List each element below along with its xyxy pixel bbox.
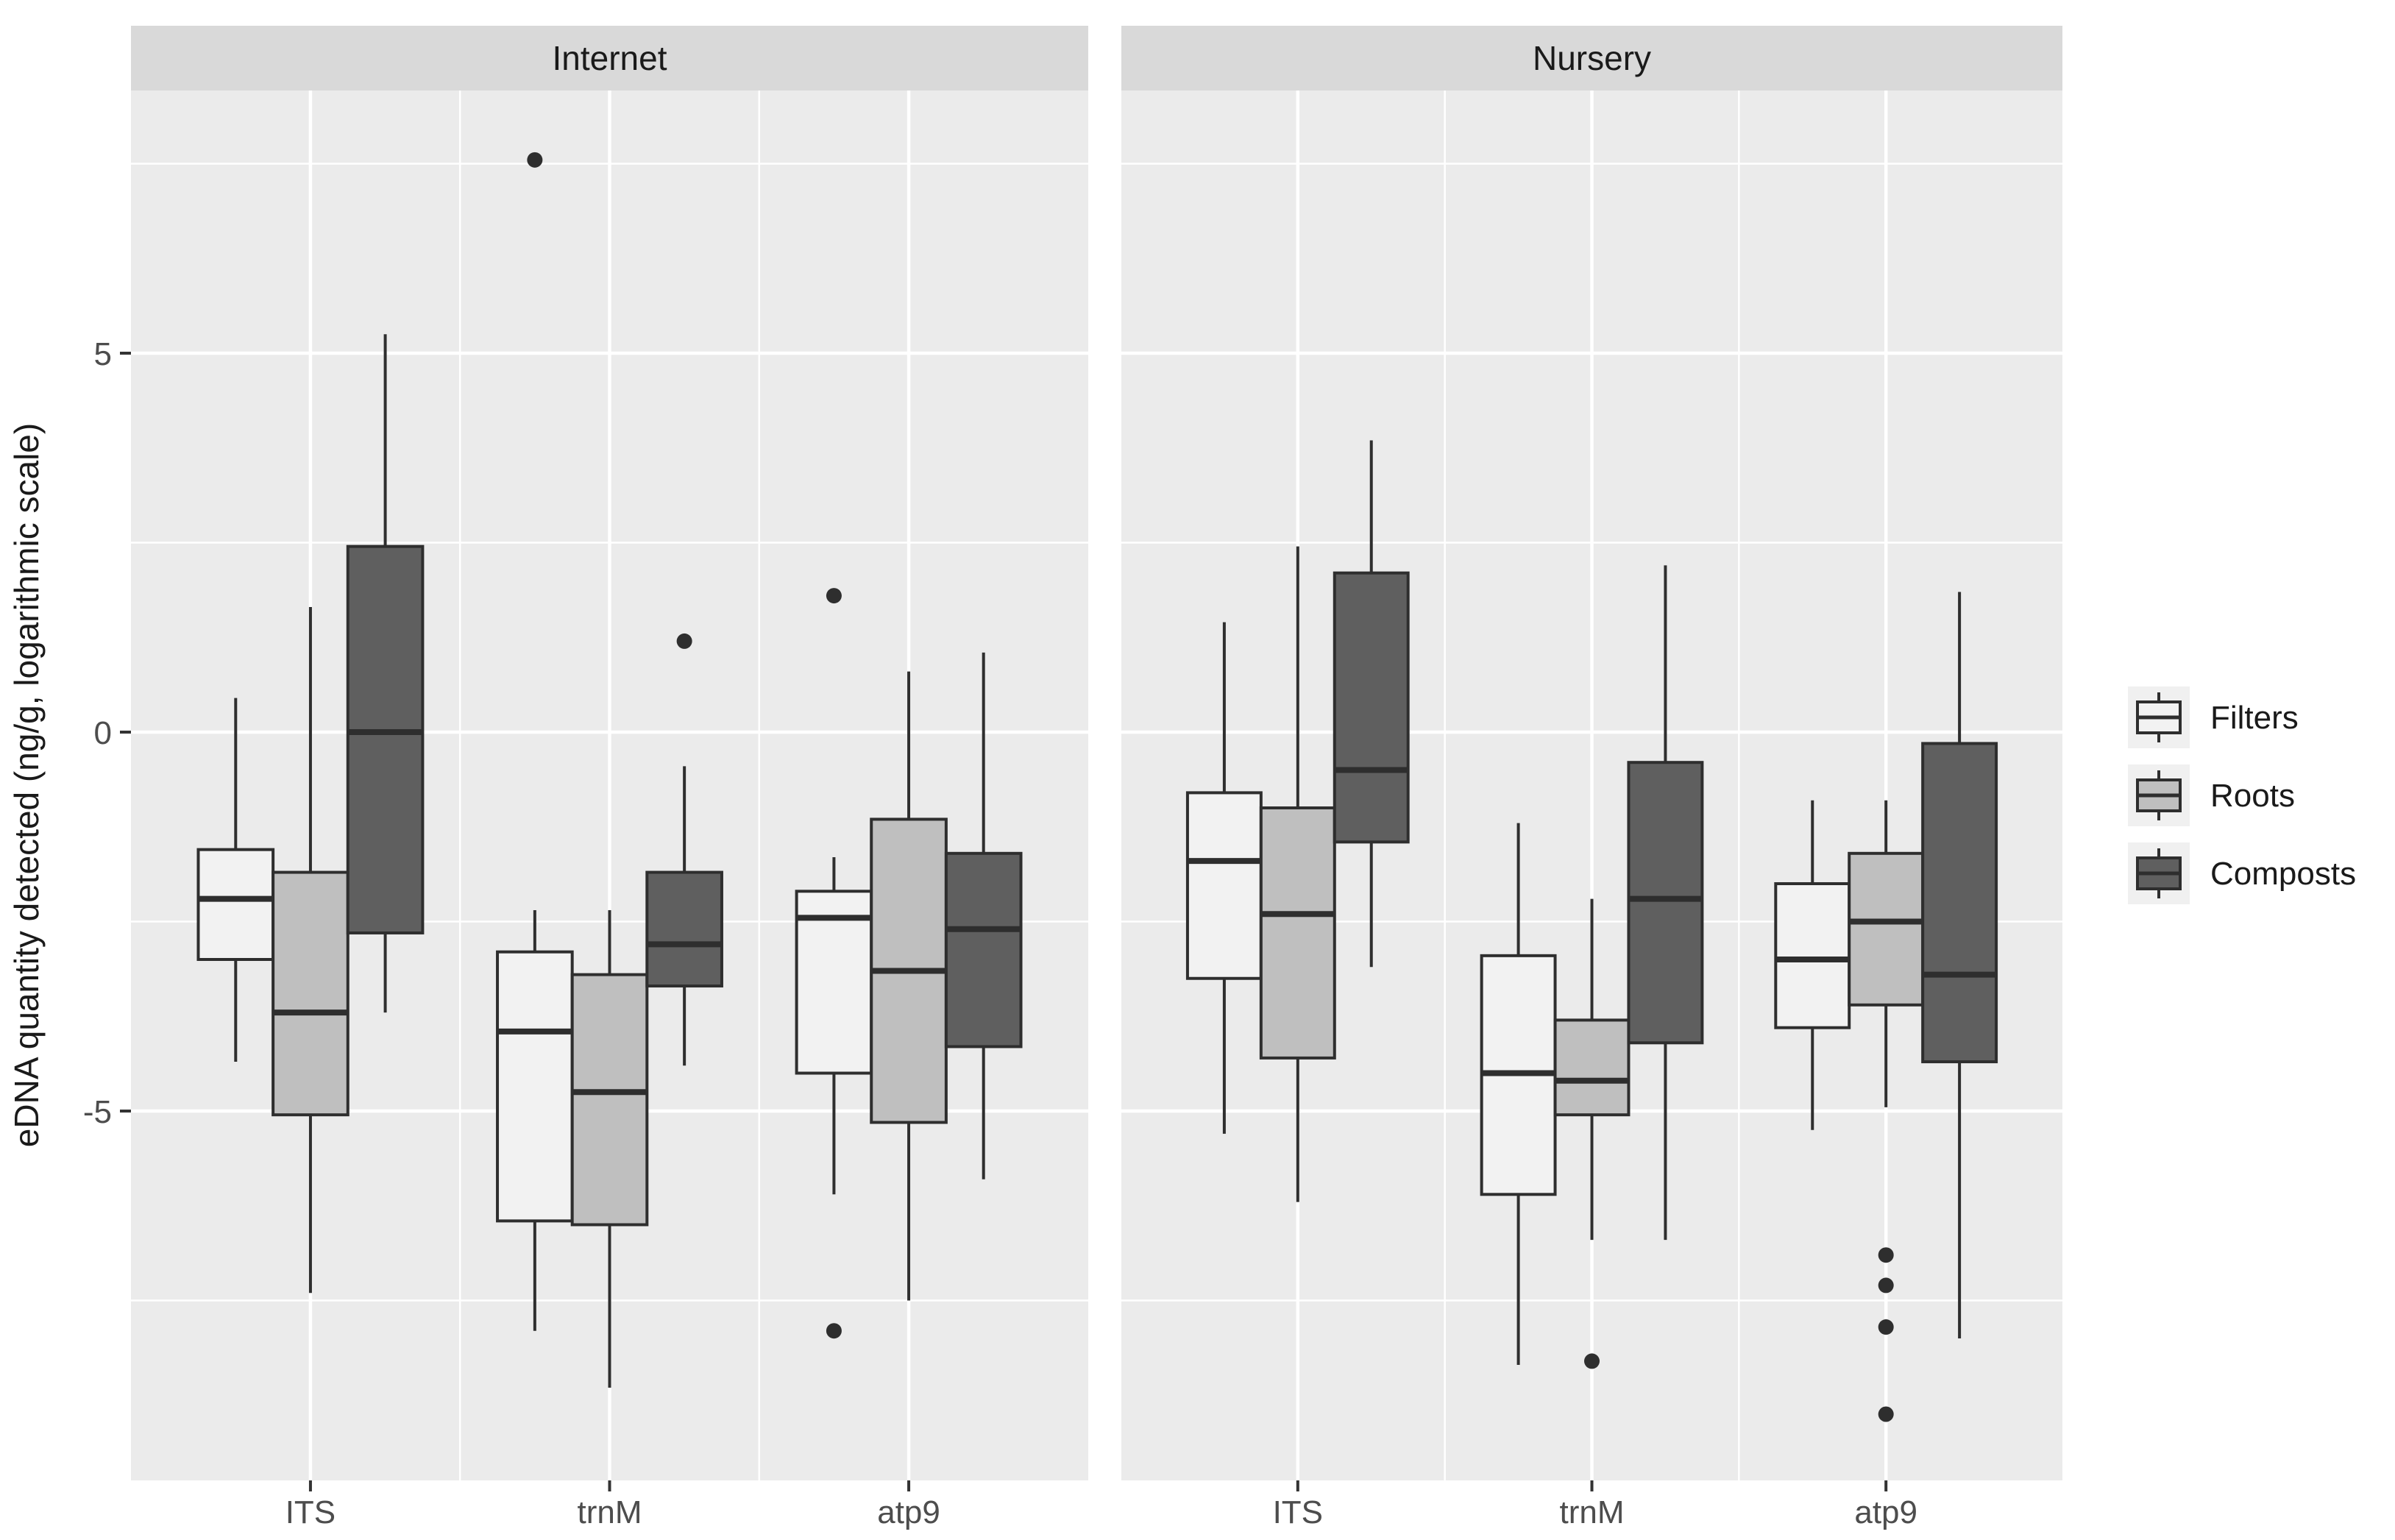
boxplot-nursery-trnM-filters	[1480, 823, 1557, 1366]
box-iqr	[645, 870, 723, 988]
boxplot-internet-atp9-composts	[944, 652, 1023, 1179]
outlier-point	[1878, 1247, 1894, 1263]
x-axis-tick-label: trnM	[1560, 1494, 1625, 1530]
boxplot-nursery-trnM-roots	[1553, 898, 1631, 1369]
box-iqr	[496, 950, 574, 1223]
boxplot-nursery-atp9-composts	[1921, 592, 1998, 1338]
chart-generated-content: Internet ITS trnM atp9 Nursery ITS trnM atp9 5 0 -…	[83, 26, 2356, 1530]
legend-item-filters: Filters	[2128, 686, 2299, 748]
outlier-point	[1878, 1406, 1894, 1422]
boxplot-nursery-atp9-filters	[1774, 800, 1851, 1130]
boxplot-internet-trnM-roots	[570, 910, 649, 1388]
boxplot-nursery-trnM-composts	[1627, 565, 1704, 1241]
facet-strip-label: Nursery	[1533, 39, 1651, 77]
box-iqr	[272, 870, 350, 1117]
boxplot-internet-atp9-roots	[870, 671, 948, 1301]
legend-item-roots: Roots	[2128, 764, 2295, 826]
x-axis-tick-label: trnM	[578, 1494, 642, 1530]
boxplot-internet-trnM-composts	[645, 633, 723, 1066]
box-iqr	[795, 890, 873, 1075]
boxplot-internet-ITS-composts	[346, 334, 425, 1013]
box-iqr	[1627, 761, 1704, 1045]
box-iqr	[1185, 791, 1263, 980]
outlier-point	[1584, 1353, 1600, 1369]
facet-strip	[1121, 26, 2062, 91]
x-axis-tick-label: atp9	[877, 1494, 940, 1530]
box-iqr	[1333, 571, 1410, 844]
outlier-point	[676, 633, 692, 649]
outlier-point	[826, 588, 842, 604]
facet-strip-label: Internet	[553, 39, 667, 77]
facet-strip	[131, 26, 1088, 91]
boxplot-internet-atp9-filters	[795, 588, 873, 1339]
box-iqr	[346, 544, 425, 934]
boxplot-nursery-ITS-roots	[1259, 546, 1336, 1202]
box-iqr	[1848, 851, 1925, 1007]
x-axis-tick-label: ITS	[1273, 1494, 1323, 1530]
box-iqr	[1774, 882, 1851, 1029]
legend-label: Filters	[2210, 700, 2299, 736]
x-axis-tick-label: atp9	[1854, 1494, 1917, 1530]
outlier-point	[826, 1323, 842, 1339]
y-axis-tick-label: 5	[94, 336, 112, 372]
x-axis-tick-label: ITS	[285, 1494, 336, 1530]
boxplot-nursery-atp9-roots	[1848, 800, 1925, 1422]
y-axis-title: eDNA quantity detected (ng/g, logarithmi…	[7, 423, 46, 1147]
outlier-point	[527, 152, 543, 168]
y-axis-tick-label: -5	[83, 1094, 112, 1130]
y-axis-tick-label: 0	[94, 715, 112, 751]
box-iqr	[1553, 1018, 1631, 1117]
boxplot-internet-ITS-roots	[272, 607, 350, 1294]
boxplot-nursery-ITS-composts	[1333, 440, 1410, 968]
box-iqr	[196, 848, 275, 962]
box-iqr	[1259, 806, 1336, 1060]
legend-label: Composts	[2210, 856, 2356, 892]
box-iqr	[570, 973, 649, 1227]
outlier-point	[1878, 1277, 1894, 1294]
legend-label: Roots	[2210, 778, 2295, 814]
outlier-point	[1878, 1319, 1894, 1335]
box-iqr	[1921, 742, 1998, 1064]
legend-item-composts: Composts	[2128, 842, 2356, 904]
box-iqr	[944, 851, 1023, 1048]
